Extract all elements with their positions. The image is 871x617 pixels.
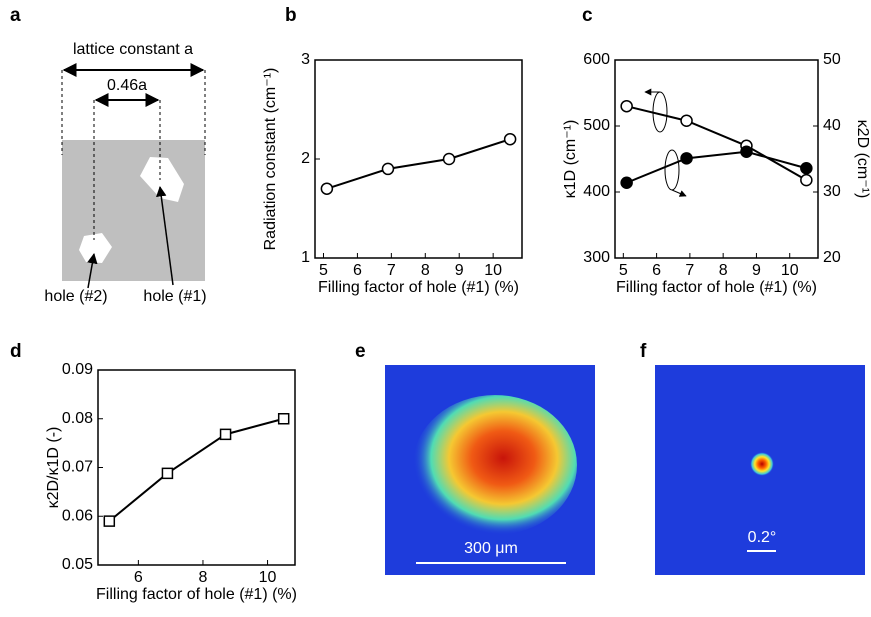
y-tick-label: 1	[301, 249, 310, 266]
x-tick-label: 10	[781, 262, 799, 279]
label: 0.46a	[107, 77, 147, 94]
panel-label: e	[355, 341, 366, 362]
y-tick-label: 0.07	[62, 459, 93, 476]
y-tick-label: 400	[583, 183, 610, 200]
y-tick-label: 600	[583, 51, 610, 68]
x-tick-label: 8	[199, 569, 208, 586]
lattice-cell	[62, 140, 205, 281]
y-axis-label: κ2D/κ1D (-)	[45, 427, 62, 509]
marker	[103, 515, 116, 527]
hole-1	[140, 157, 184, 202]
x-tick-label: 5	[319, 262, 328, 279]
y2-tick-label: 20	[823, 249, 841, 266]
y2-tick-label: 40	[823, 117, 841, 134]
marker	[320, 182, 334, 195]
x-axis-label: Filling factor of hole (#1) (%)	[616, 279, 817, 296]
panel-label: d	[10, 341, 22, 362]
x-tick-label: 8	[719, 262, 728, 279]
marker	[800, 173, 813, 187]
marker	[620, 99, 633, 113]
y2-axis-label: κ2D (cm⁻¹)	[854, 120, 871, 199]
plot-frame	[97, 369, 296, 566]
marker	[161, 467, 174, 480]
y-tick-label: 0.05	[62, 556, 93, 573]
x-tick-label: 6	[652, 262, 661, 279]
series-line	[108, 417, 284, 522]
y2-tick-label: 30	[823, 183, 841, 200]
y-tick-label: 2	[301, 150, 310, 167]
annotation	[671, 189, 687, 197]
y-tick-label: 0.06	[62, 507, 93, 524]
panel-label: f	[640, 341, 647, 362]
panel-label: b	[285, 5, 297, 26]
x-tick-label: 7	[387, 262, 396, 279]
scale-label: 0.2°	[748, 529, 777, 546]
y-tick-label: 300	[583, 249, 610, 266]
series-line	[626, 150, 807, 184]
x-axis-label: Filling factor of hole (#1) (%)	[318, 279, 519, 296]
x-tick-label: 6	[353, 262, 362, 279]
panel-label: a	[10, 5, 21, 26]
y-tick-label: 0.09	[62, 361, 93, 378]
x-tick-label: 8	[421, 262, 430, 279]
y-tick-label: 3	[301, 51, 310, 68]
x-tick-label: 10	[259, 569, 277, 586]
marker	[442, 152, 456, 166]
panel-label: c	[582, 5, 593, 26]
label: lattice constant a	[73, 41, 193, 58]
marker	[381, 162, 395, 176]
annotation	[664, 149, 680, 191]
label: hole (#2)	[44, 288, 107, 305]
marker	[620, 176, 633, 190]
x-tick-label: 10	[484, 262, 502, 279]
plot-frame	[314, 59, 523, 259]
plot-frame	[614, 59, 819, 259]
series-line	[326, 138, 511, 190]
x-tick-label: 9	[455, 262, 464, 279]
arrow	[87, 252, 98, 289]
y-tick-label: 500	[583, 117, 610, 134]
beam-spot	[750, 452, 774, 476]
marker	[740, 145, 753, 158]
y-axis-label: Radiation constant (cm⁻¹)	[262, 68, 279, 251]
emission-pattern	[413, 395, 577, 535]
label: hole (#1)	[143, 288, 206, 305]
marker	[277, 413, 290, 425]
annotation	[652, 91, 668, 133]
x-tick-label: 6	[134, 569, 143, 586]
marker	[680, 152, 693, 165]
x-tick-label: 9	[752, 262, 761, 279]
x-tick-label: 7	[685, 262, 694, 279]
y-tick-label: 0.08	[62, 410, 93, 427]
x-tick-label: 5	[619, 262, 628, 279]
arrow	[156, 185, 174, 286]
x-axis-label: Filling factor of hole (#1) (%)	[96, 586, 297, 603]
marker	[503, 132, 517, 146]
series-line	[626, 105, 807, 181]
marker	[800, 161, 813, 175]
marker	[219, 428, 232, 441]
marker	[680, 114, 693, 127]
y-axis-label: κ1D (cm⁻¹)	[562, 120, 579, 199]
y2-tick-label: 50	[823, 51, 841, 68]
scale-label: 300 μm	[464, 540, 518, 557]
